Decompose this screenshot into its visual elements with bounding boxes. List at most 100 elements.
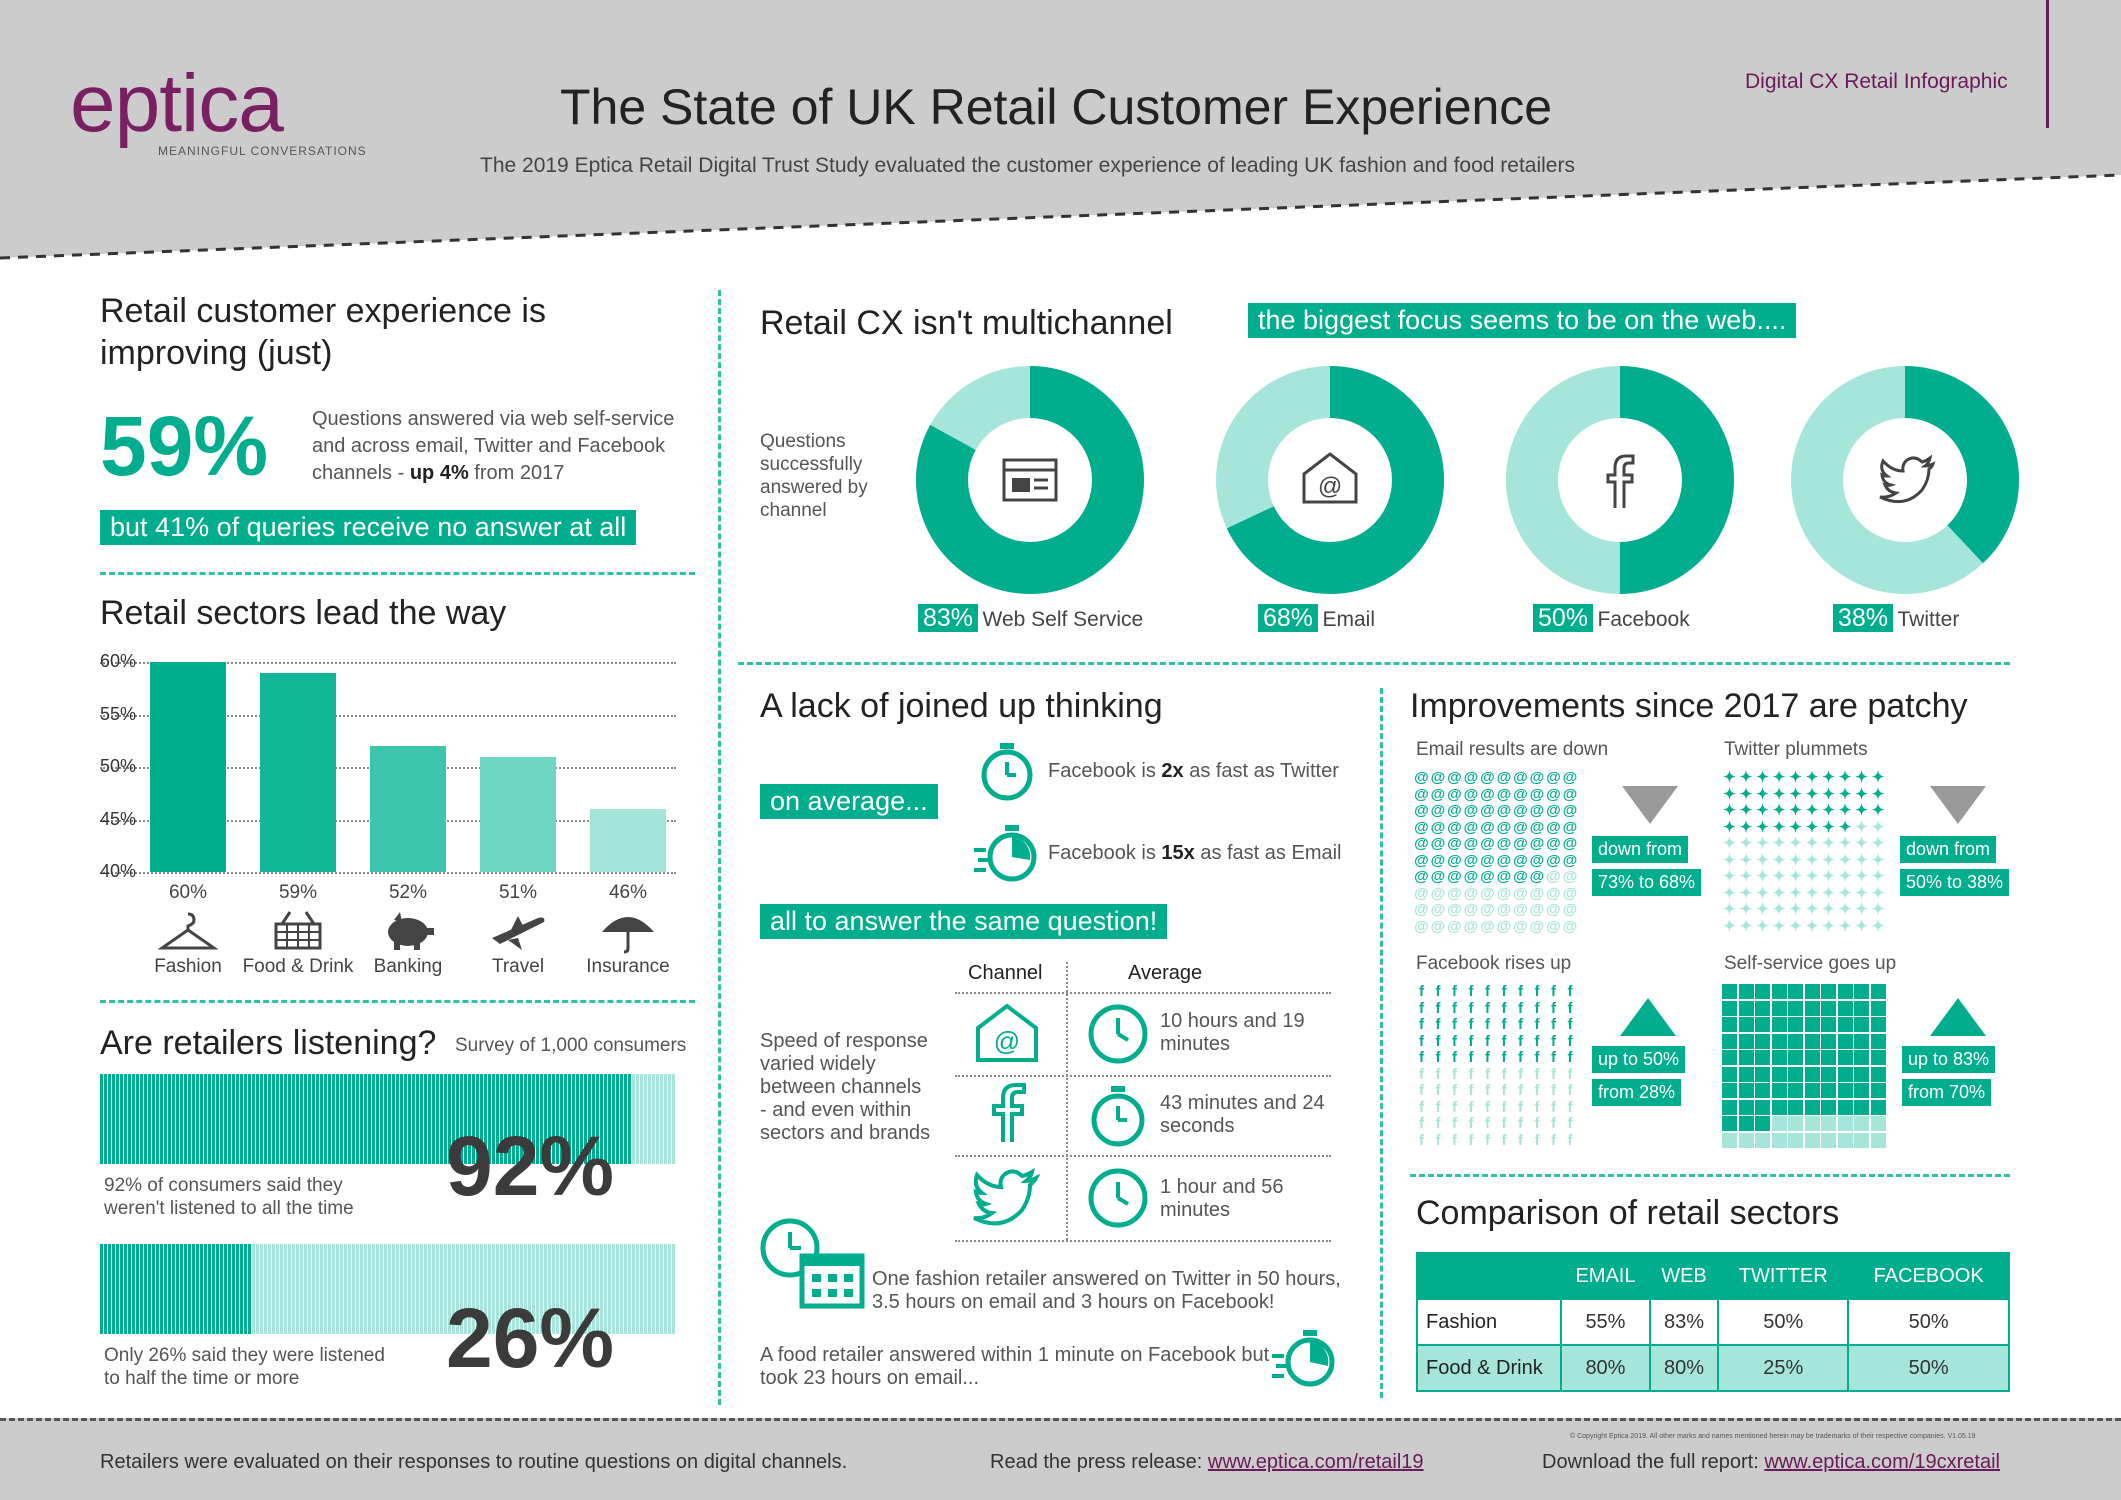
grid-glyph: @ bbox=[1529, 802, 1545, 819]
stripe bbox=[288, 1244, 291, 1334]
grid-glyph: ✦ bbox=[1772, 785, 1786, 803]
svg-text:@: @ bbox=[1318, 473, 1342, 500]
grid-glyph: f bbox=[1501, 1049, 1507, 1066]
grid-glyph: ✦ bbox=[1772, 802, 1786, 819]
grid-glyph: f bbox=[1551, 1098, 1556, 1116]
grid-glyph: @ bbox=[1414, 769, 1429, 786]
survey-note: Survey of 1,000 consumers bbox=[455, 1035, 687, 1056]
stripe bbox=[332, 1244, 335, 1334]
donut-label-web: 83% Web Self Service bbox=[918, 604, 1143, 633]
grid-square bbox=[1788, 1132, 1803, 1148]
grid-glyph: f bbox=[1567, 1098, 1573, 1116]
grid-square bbox=[1738, 1017, 1754, 1032]
stripe bbox=[564, 1074, 567, 1164]
grid-glyph: f bbox=[1468, 1049, 1474, 1066]
grid-glyph: f bbox=[1567, 1049, 1573, 1066]
stripe bbox=[520, 1074, 523, 1164]
grid-glyph: f bbox=[1534, 1065, 1540, 1083]
grid-glyph: f bbox=[1501, 1032, 1507, 1050]
stripe bbox=[556, 1074, 559, 1164]
listened-stripe-bar-26 bbox=[100, 1244, 676, 1334]
grid-glyph: f bbox=[1435, 1082, 1441, 1099]
grid-square bbox=[1722, 1000, 1737, 1016]
grid-glyph: @ bbox=[1447, 851, 1462, 869]
stripe bbox=[140, 1244, 143, 1334]
stripe bbox=[108, 1244, 111, 1334]
grid-glyph: f bbox=[1501, 1098, 1507, 1116]
stripe bbox=[440, 1244, 443, 1334]
grid-square bbox=[1755, 1132, 1770, 1148]
stripe bbox=[368, 1074, 371, 1164]
stripe bbox=[392, 1074, 395, 1164]
grid-glyph: @ bbox=[1546, 917, 1561, 935]
grid-glyph: @ bbox=[1430, 818, 1446, 836]
press-release-link[interactable]: www.eptica.com/retail19 bbox=[1207, 1451, 1424, 1473]
stripe bbox=[220, 1244, 223, 1334]
grid-glyph: f bbox=[1435, 1049, 1441, 1066]
donut-web-self-service bbox=[916, 366, 1144, 594]
grid-square bbox=[1738, 984, 1754, 999]
grid-glyph: f bbox=[1419, 1065, 1424, 1083]
grid-glyph: ✦ bbox=[1822, 769, 1835, 786]
stripe bbox=[576, 1244, 579, 1334]
stripe bbox=[480, 1074, 483, 1164]
grid-glyph: f bbox=[1518, 1016, 1523, 1033]
grid-glyph: ✦ bbox=[1756, 785, 1769, 803]
grid-glyph: f bbox=[1485, 1098, 1490, 1116]
stripe bbox=[260, 1074, 263, 1164]
stripe bbox=[540, 1074, 543, 1164]
stripe bbox=[296, 1244, 299, 1334]
grid-glyph: f bbox=[1468, 1032, 1474, 1050]
grid-glyph: ✦ bbox=[1756, 868, 1769, 885]
stripe bbox=[120, 1074, 123, 1164]
grid-square bbox=[1804, 1050, 1820, 1065]
stripe bbox=[332, 1074, 335, 1164]
stripe bbox=[572, 1244, 575, 1334]
grid-square bbox=[1870, 984, 1886, 999]
grid-glyph: f bbox=[1501, 999, 1507, 1017]
grid-square bbox=[1788, 1017, 1803, 1032]
y-tick-label: 40% bbox=[100, 861, 137, 881]
stripe bbox=[532, 1244, 535, 1334]
stripe bbox=[512, 1074, 515, 1164]
full-report-link[interactable]: www.eptica.com/19cxretail bbox=[1764, 1451, 2000, 1473]
grid-glyph: ✦ bbox=[1855, 917, 1868, 935]
grid-glyph: ✦ bbox=[1871, 835, 1885, 852]
grid-glyph: f bbox=[1518, 999, 1523, 1017]
grid-glyph: @ bbox=[1496, 917, 1512, 935]
col-facebook: FACEBOOK bbox=[1847, 1252, 2010, 1300]
grid-glyph: @ bbox=[1562, 851, 1578, 869]
stripe bbox=[412, 1244, 415, 1334]
grid-glyph: f bbox=[1452, 1115, 1457, 1132]
grid-square bbox=[1788, 1033, 1803, 1049]
stripe bbox=[340, 1074, 343, 1164]
stripe bbox=[504, 1244, 507, 1334]
grid-glyph: @ bbox=[1546, 901, 1561, 918]
grid-glyph: f bbox=[1485, 1049, 1490, 1066]
grid-glyph: f bbox=[1534, 983, 1540, 1000]
grid-glyph: f bbox=[1452, 1032, 1457, 1050]
stripe bbox=[600, 1244, 603, 1334]
bar-fashion bbox=[150, 662, 226, 872]
bar-value-label: 59% bbox=[278, 882, 318, 903]
grid-glyph: ✦ bbox=[1739, 818, 1753, 836]
grid-glyph: ✦ bbox=[1756, 769, 1769, 786]
stripe bbox=[628, 1074, 631, 1164]
grid-glyph: @ bbox=[1430, 901, 1446, 918]
grid-glyph: @ bbox=[1529, 818, 1545, 836]
stripe bbox=[260, 1244, 263, 1334]
column-divider bbox=[718, 290, 721, 1405]
stripe bbox=[664, 1244, 667, 1334]
grid-glyph: ✦ bbox=[1739, 769, 1753, 786]
down-arrow-icon bbox=[1930, 786, 1986, 824]
stripe bbox=[344, 1074, 347, 1164]
stripe bbox=[120, 1244, 123, 1334]
twitter-change: down from 50% to 38% bbox=[1900, 836, 2010, 896]
grid-glyph: f bbox=[1567, 1082, 1573, 1099]
grid-glyph: @ bbox=[1463, 785, 1479, 803]
donut-facebook bbox=[1506, 366, 1734, 594]
grid-square bbox=[1722, 1066, 1737, 1082]
page-subtitle: The 2019 Eptica Retail Digital Trust Stu… bbox=[480, 154, 1575, 177]
stripe bbox=[184, 1244, 187, 1334]
